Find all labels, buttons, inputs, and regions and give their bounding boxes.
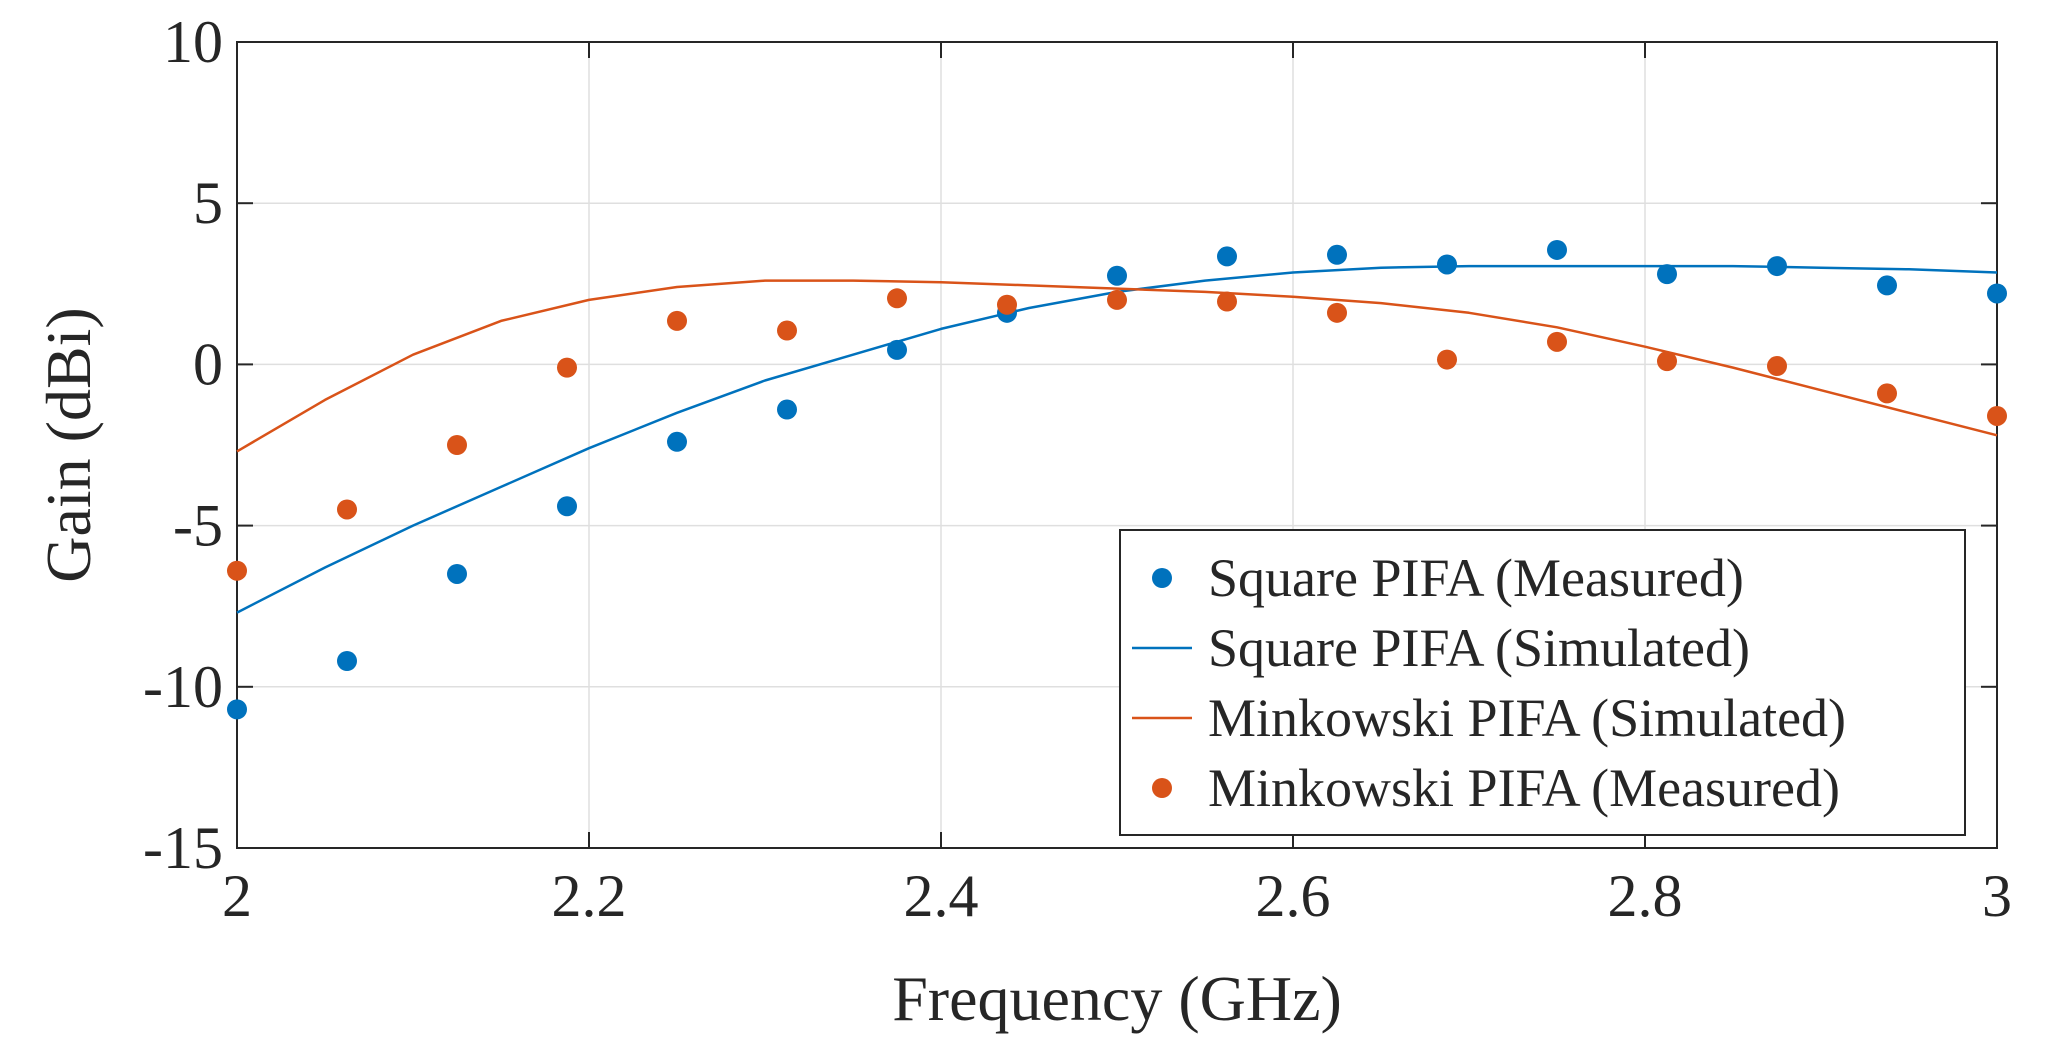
x-axis-label: Frequency (GHz) — [892, 963, 1342, 1034]
data-point-minkowski-pifa-measured — [1437, 349, 1457, 370]
series-minkowski-pifa-measured — [227, 288, 2007, 581]
data-point-square-pifa-measured — [777, 399, 797, 420]
data-point-square-pifa-measured — [1437, 254, 1457, 275]
legend-label-square-measured: Square PIFA (Measured) — [1208, 548, 1744, 608]
data-point-minkowski-pifa-measured — [337, 499, 357, 520]
data-point-square-pifa-measured — [887, 339, 907, 360]
data-point-minkowski-pifa-measured — [1217, 291, 1237, 312]
x-tick-label: 2 — [222, 863, 252, 929]
y-tick-label: 0 — [193, 331, 223, 397]
data-point-minkowski-pifa-measured — [227, 560, 247, 581]
x-tick-label: 2.2 — [552, 863, 627, 929]
data-point-square-pifa-measured — [447, 563, 467, 584]
data-point-minkowski-pifa-measured — [1987, 405, 2007, 426]
x-tick-label: 2.8 — [1608, 863, 1683, 929]
data-point-square-pifa-measured — [1217, 246, 1237, 267]
legend: Square PIFA (Measured) Square PIFA (Simu… — [1119, 529, 1966, 836]
legend-entry-minkowski-simulated: Minkowski PIFA (Simulated) — [1132, 688, 1846, 748]
data-point-square-pifa-measured — [227, 699, 247, 720]
data-point-minkowski-pifa-measured — [887, 288, 907, 309]
data-point-square-pifa-measured — [557, 496, 577, 517]
data-point-square-pifa-measured — [1877, 275, 1897, 296]
legend-label-square-simulated: Square PIFA (Simulated) — [1208, 618, 1750, 678]
legend-marker-minkowski-measured — [1152, 778, 1172, 798]
data-point-minkowski-pifa-measured — [1877, 383, 1897, 404]
data-point-minkowski-pifa-measured — [1657, 351, 1677, 372]
legend-entry-square-measured: Square PIFA (Measured) — [1152, 548, 1744, 608]
plot-frame — [236, 41, 1998, 849]
y-tick-label: -5 — [173, 493, 223, 559]
series-minkowski-pifa-simulated — [236, 279, 1998, 453]
data-point-minkowski-pifa-measured — [447, 435, 467, 455]
data-point-square-pifa-measured — [337, 651, 357, 672]
x-tick-label: 2.6 — [1256, 863, 1331, 929]
data-point-minkowski-pifa-measured — [777, 320, 797, 341]
y-axis-label: Gain (dBi) — [33, 307, 104, 583]
x-tick-label: 2.4 — [904, 863, 979, 929]
legend-entry-minkowski-measured: Minkowski PIFA (Measured) — [1152, 758, 1840, 818]
y-tick-label: -10 — [143, 654, 223, 720]
data-point-square-pifa-measured — [1107, 265, 1127, 286]
data-point-square-pifa-measured — [1657, 264, 1677, 285]
data-point-square-pifa-measured — [1547, 239, 1567, 260]
y-tick-label: -15 — [143, 815, 223, 881]
data-point-minkowski-pifa-measured — [997, 294, 1017, 315]
data-point-square-pifa-measured — [1987, 283, 2007, 304]
data-point-square-pifa-measured — [1767, 256, 1787, 277]
legend-label-minkowski-simulated: Minkowski PIFA (Simulated) — [1208, 688, 1846, 748]
data-point-square-pifa-measured — [667, 431, 687, 452]
data-point-minkowski-pifa-measured — [1327, 302, 1347, 323]
legend-entry-square-simulated: Square PIFA (Simulated) — [1132, 618, 1750, 678]
data-point-minkowski-pifa-measured — [1107, 289, 1127, 310]
legend-marker-square-measured — [1152, 568, 1172, 588]
axis-ticks: 2 2.2 2.4 2.6 2.8 3 -15 -10 -5 0 5 10 — [143, 9, 2012, 929]
legend-label-minkowski-measured: Minkowski PIFA (Measured) — [1208, 758, 1840, 818]
data-point-minkowski-pifa-measured — [667, 310, 687, 331]
y-tick-label: 5 — [193, 170, 223, 236]
legend-box — [1119, 529, 1966, 836]
data-point-square-pifa-measured — [1327, 244, 1347, 265]
data-point-minkowski-pifa-measured — [1547, 331, 1567, 352]
series-layer — [227, 239, 2007, 720]
x-tick-label: 3 — [1982, 863, 2012, 929]
data-point-minkowski-pifa-measured — [557, 357, 577, 378]
y-tick-label: 10 — [163, 9, 223, 75]
data-point-minkowski-pifa-measured — [1767, 356, 1787, 377]
series-line-minkowski-pifa-simulated — [236, 279, 1998, 453]
